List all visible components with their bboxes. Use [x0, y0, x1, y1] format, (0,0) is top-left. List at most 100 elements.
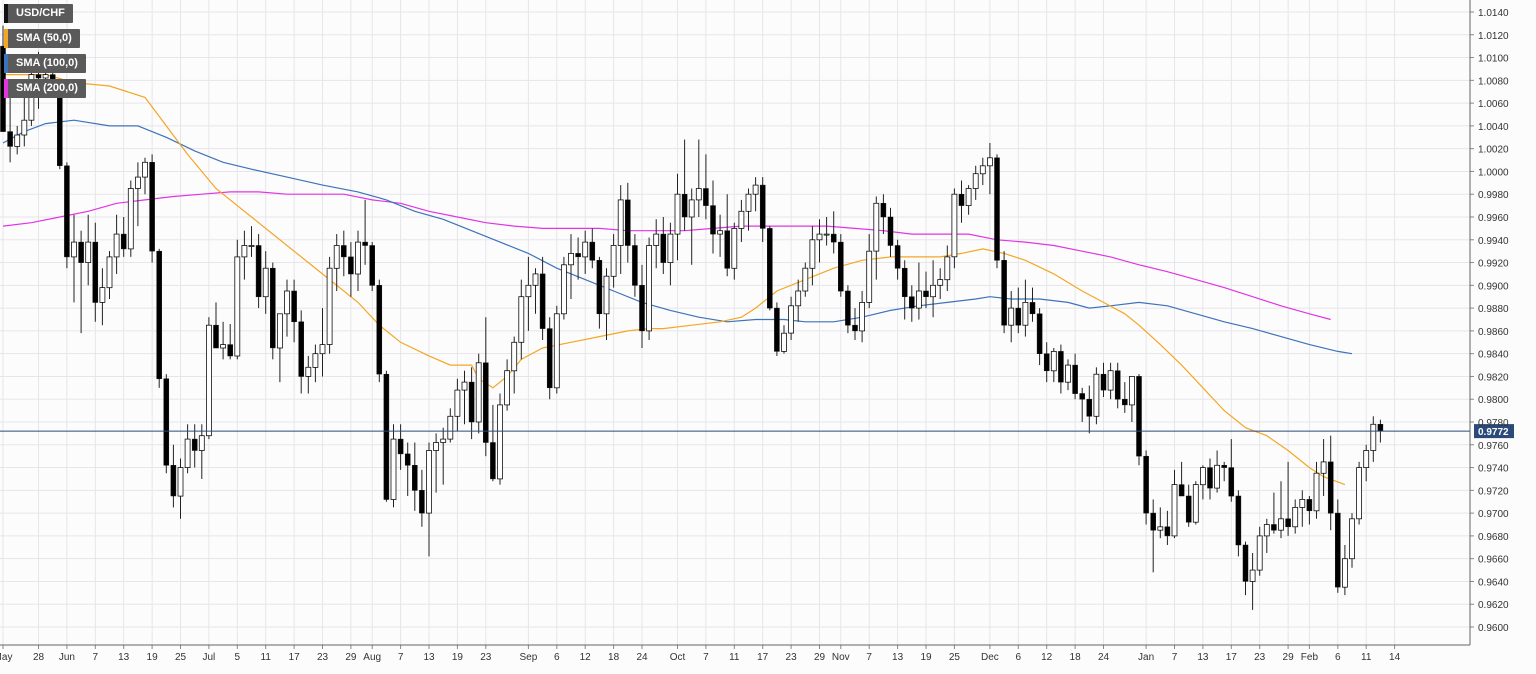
candle-body-up [184, 438, 191, 469]
candle [1271, 492, 1277, 534]
candle-body-down [724, 230, 730, 269]
candle [92, 222, 99, 322]
x-tick-label: 28 [33, 652, 45, 663]
candle [85, 214, 92, 286]
candle [546, 317, 553, 400]
candle-body-down [64, 165, 70, 258]
candle-body-up [1171, 484, 1178, 537]
x-tick-label: Dec [981, 652, 999, 663]
candle-body-down [909, 296, 915, 309]
y-tick-label: 0.9820 [1478, 372, 1509, 383]
candle [276, 313, 283, 383]
x-tick-label: 6 [1016, 652, 1022, 663]
candle-body-up [653, 233, 660, 246]
candle-body-up [795, 290, 802, 307]
candle-body-down [901, 267, 908, 297]
x-tick-label: 24 [1098, 652, 1110, 663]
candle-body-up [14, 134, 21, 147]
candle-body-up [1022, 301, 1029, 326]
y-tick-label: 0.9700 [1478, 509, 1509, 520]
x-tick-label: 6 [1335, 652, 1341, 663]
candle [774, 302, 780, 356]
x-tick-label: May [0, 652, 12, 663]
candle-body-down [1207, 467, 1213, 489]
candle [646, 237, 652, 340]
x-tick-label: 29 [345, 652, 357, 663]
candle [703, 154, 709, 220]
candle-body-up [85, 241, 92, 264]
candle-body-up [553, 313, 560, 389]
y-tick-label: 0.9840 [1478, 350, 1509, 361]
legend-sma-50-swatch [4, 29, 8, 48]
candle [1150, 499, 1156, 573]
candle-body-down [1327, 461, 1334, 514]
x-tick-label: 29 [1283, 652, 1295, 663]
candle-body-up [525, 284, 532, 298]
candle-body-up [333, 245, 340, 269]
candle [894, 239, 901, 280]
candle-body-up [752, 184, 759, 195]
candle [979, 157, 986, 186]
candle [532, 268, 539, 314]
x-tick-label: 23 [786, 652, 798, 663]
candle [298, 310, 304, 394]
candle [177, 458, 184, 519]
candle [1114, 362, 1121, 409]
candle [1228, 439, 1235, 502]
candle [454, 378, 461, 432]
candle-body-down [1029, 302, 1036, 315]
sma-50-line [3, 74, 1346, 486]
candle [674, 173, 681, 261]
candle-body-down [1036, 313, 1043, 354]
candle-body-down [7, 131, 13, 147]
candle [213, 302, 219, 349]
candle-body-up [972, 173, 979, 189]
candle-body-up [198, 435, 205, 451]
candle-body-up [284, 290, 290, 315]
x-tick-label: Jan [1138, 652, 1154, 663]
candle-body-up [1157, 526, 1164, 531]
sma-50-layer [3, 74, 1346, 486]
candle-body-up [788, 305, 794, 334]
y-tick-label: 0.9920 [1478, 259, 1509, 270]
y-tick-label: 0.9620 [1478, 600, 1509, 611]
candle [156, 248, 162, 388]
candle-body-up [561, 264, 567, 315]
candle-body-up [532, 273, 539, 286]
candle-body-up [873, 202, 880, 252]
candle [1058, 344, 1064, 394]
candle-body-down [1235, 495, 1242, 546]
x-tick-label: 11 [729, 652, 740, 663]
candle [483, 317, 489, 457]
candle [1256, 526, 1263, 576]
x-tick-label: 18 [1070, 652, 1082, 663]
x-tick-label: 24 [636, 652, 648, 663]
candle-body-up [497, 404, 503, 480]
candle-body-up [326, 267, 333, 345]
candle-body-down [639, 285, 645, 332]
candle-body-down [539, 273, 546, 329]
candle-body-down [1079, 393, 1085, 400]
candle-body-down [838, 241, 844, 292]
candle [426, 442, 432, 557]
candle [738, 199, 745, 243]
x-tick-label: Aug [363, 652, 381, 663]
candle [582, 230, 589, 274]
candle-body-down [1221, 465, 1227, 468]
candle [1207, 458, 1213, 500]
candle [1043, 342, 1050, 383]
y-tick-label: 0.9720 [1478, 486, 1509, 497]
candle [1136, 374, 1142, 466]
y-tick-label: 1.0040 [1478, 122, 1509, 133]
y-tick-label: 0.9860 [1478, 327, 1509, 338]
candle [78, 230, 84, 334]
candle-body-down [1072, 364, 1078, 394]
candle [717, 214, 723, 257]
candle-body-down [419, 490, 425, 514]
candle-body-down [681, 193, 688, 218]
legend-sma-100-swatch [4, 54, 8, 73]
legend-symbol-swatch [4, 4, 8, 23]
candle [248, 226, 255, 257]
candle-body-up [454, 389, 461, 417]
candle [149, 154, 155, 263]
